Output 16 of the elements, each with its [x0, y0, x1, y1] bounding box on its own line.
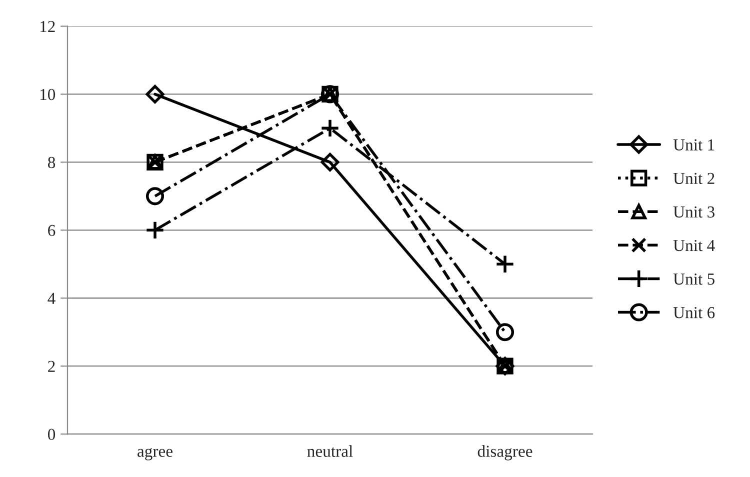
- legend-label: Unit 5: [673, 274, 714, 285]
- y-tick-label: 10: [40, 88, 56, 100]
- legend-label: Unit 1: [673, 139, 714, 150]
- x-tick-label: neutral: [307, 445, 353, 457]
- y-tick-label: 8: [48, 156, 56, 168]
- legend-label: Unit 2: [673, 172, 714, 184]
- legend-label: Unit 6: [673, 307, 715, 318]
- x-tick-label: disagree: [478, 445, 532, 460]
- y-tick-label: 4: [48, 292, 56, 304]
- legend-label: Unit 4: [673, 240, 715, 252]
- y-tick-label: 6: [48, 224, 56, 236]
- y-tick-label: 0: [48, 428, 56, 440]
- x-tick-label: agree: [138, 448, 172, 460]
- y-tick-label: 12: [40, 20, 55, 32]
- legend-label: Unit 3: [673, 206, 714, 218]
- y-tick-label: 2: [48, 360, 55, 372]
